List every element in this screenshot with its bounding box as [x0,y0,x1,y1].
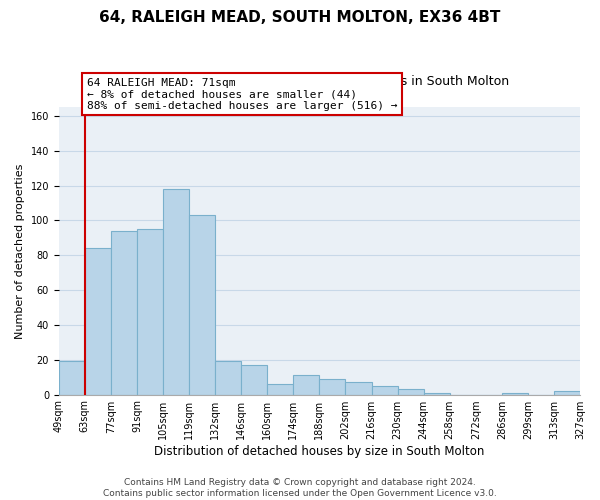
Bar [293,376,319,394]
Bar [85,248,111,394]
Bar [241,365,267,394]
Bar [346,382,371,394]
Bar [371,386,398,394]
Text: Contains HM Land Registry data © Crown copyright and database right 2024.
Contai: Contains HM Land Registry data © Crown c… [103,478,497,498]
Text: 64, RALEIGH MEAD, SOUTH MOLTON, EX36 4BT: 64, RALEIGH MEAD, SOUTH MOLTON, EX36 4BT [100,10,500,25]
Bar [398,390,424,394]
Bar [267,384,293,394]
Bar [163,189,189,394]
Title: Size of property relative to detached houses in South Molton: Size of property relative to detached ho… [130,75,509,88]
Bar [111,231,137,394]
Bar [554,391,580,394]
Bar [189,215,215,394]
Bar [319,379,346,394]
Bar [137,229,163,394]
Bar [424,393,449,394]
Bar [502,393,528,394]
X-axis label: Distribution of detached houses by size in South Molton: Distribution of detached houses by size … [154,444,485,458]
Bar [215,362,241,394]
Text: 64 RALEIGH MEAD: 71sqm
← 8% of detached houses are smaller (44)
88% of semi-deta: 64 RALEIGH MEAD: 71sqm ← 8% of detached … [87,78,397,110]
Bar [59,362,85,394]
Y-axis label: Number of detached properties: Number of detached properties [15,163,25,338]
